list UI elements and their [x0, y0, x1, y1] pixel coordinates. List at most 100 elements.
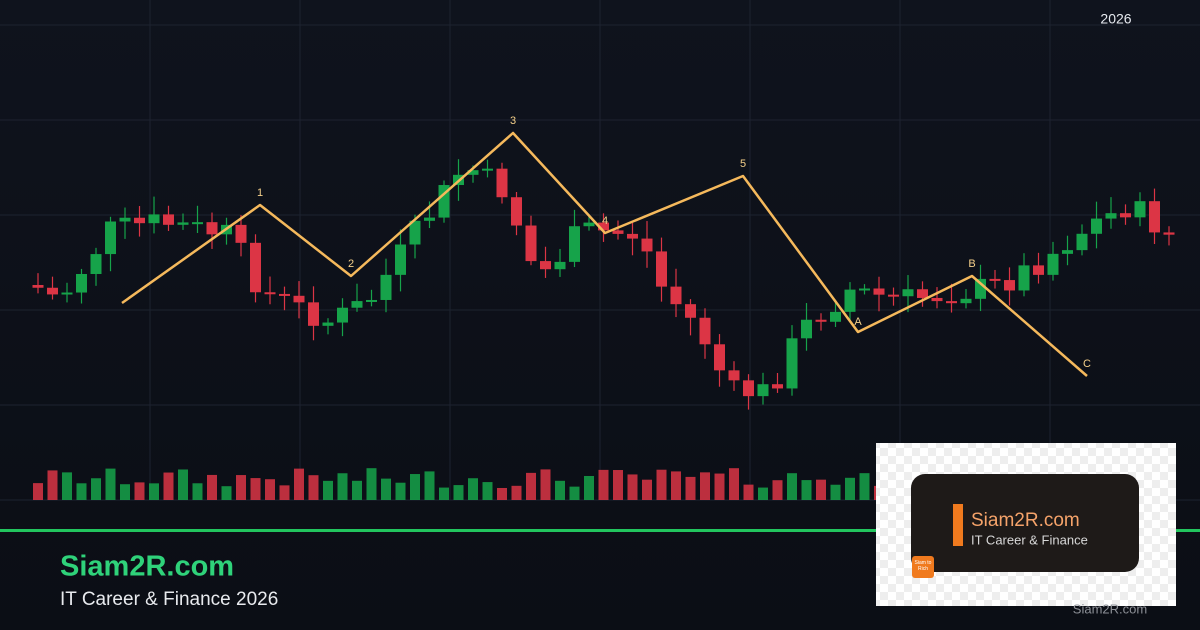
candle-body	[1149, 201, 1160, 233]
logo-bar	[953, 504, 963, 546]
volume-bar	[584, 475, 594, 500]
volume-bar	[91, 478, 101, 500]
candle-body	[1163, 232, 1175, 235]
volume-bar	[105, 468, 116, 500]
volume-bar	[671, 471, 681, 500]
candle-body	[1134, 201, 1146, 218]
candle-body	[975, 278, 986, 299]
candle-body	[1033, 265, 1044, 275]
volume-bar	[323, 480, 333, 500]
volume-bar	[714, 473, 725, 500]
candle-body	[946, 301, 957, 304]
volume-bar	[555, 480, 565, 500]
candle-body	[1004, 280, 1015, 291]
volume-bar	[265, 479, 275, 500]
candle-body	[743, 380, 754, 397]
candle-body	[714, 344, 725, 371]
logo-name: Siam2R.com	[971, 510, 1080, 531]
volume-bar	[569, 486, 580, 500]
candle-body	[424, 217, 435, 221]
candle-body	[264, 292, 276, 295]
candle-body	[438, 185, 450, 218]
wave-line	[121, 131, 1088, 377]
volume-bar	[134, 482, 145, 500]
volume-bar	[511, 485, 522, 500]
candle-body	[757, 384, 769, 397]
volume-bar	[526, 472, 536, 500]
candle-body	[395, 244, 406, 275]
wave-label: 5	[740, 158, 746, 170]
candle-body	[612, 230, 624, 234]
candle-body	[1076, 233, 1088, 251]
candle-body	[554, 261, 566, 270]
logo-tagline: IT Career & Finance	[971, 532, 1088, 547]
candle-body	[960, 298, 972, 304]
candle-body	[47, 287, 58, 295]
volume-bar	[352, 480, 362, 500]
volume-bar	[816, 479, 826, 500]
candle-body	[728, 370, 740, 381]
volume-bar	[47, 470, 58, 500]
candle-body	[670, 286, 682, 305]
candle-body	[540, 261, 551, 270]
candle-body	[815, 319, 827, 322]
candle-body	[627, 233, 638, 239]
candle-body	[322, 322, 334, 326]
candle-body	[76, 273, 87, 293]
candle-body	[830, 311, 841, 322]
candle-body	[105, 221, 116, 255]
volume-bar	[758, 487, 768, 500]
candle-body	[583, 222, 595, 227]
candle-body	[786, 338, 798, 389]
volume-bar	[149, 483, 159, 500]
candle-body	[569, 226, 580, 262]
logo-panel	[911, 474, 1139, 572]
candle-body	[801, 319, 812, 339]
candle-body	[235, 224, 247, 243]
candle-body	[337, 307, 348, 323]
volume-bar	[76, 483, 87, 500]
volume-bar	[250, 478, 261, 500]
volume-bar	[410, 474, 420, 500]
candle-body	[61, 292, 73, 295]
watermark: Siam2R.com	[1073, 601, 1147, 616]
volume-bar	[395, 482, 406, 500]
candle-body	[32, 285, 44, 288]
volume-bar	[729, 468, 739, 500]
brand-tagline: IT Career & Finance 2026	[60, 589, 278, 610]
volume-bar	[801, 480, 812, 500]
candle-body	[917, 289, 928, 298]
wave-label: C	[1083, 358, 1091, 370]
volume-bar	[424, 471, 435, 500]
grid	[0, 0, 1200, 501]
wave-labels: 1 2 3 4 5 A B C	[257, 115, 1091, 370]
candle-body	[772, 384, 783, 389]
brand-name: Siam2R.com	[60, 551, 234, 583]
candle-body	[685, 304, 696, 318]
candle-body	[902, 289, 914, 297]
candle-body	[351, 301, 363, 308]
volume-bar	[598, 469, 609, 500]
volume-bar	[540, 469, 551, 500]
volume-bar	[221, 486, 232, 500]
volume-bar	[279, 485, 290, 500]
wave-label: 4	[602, 215, 608, 227]
volume-bar	[627, 474, 638, 500]
candle-body	[656, 251, 667, 287]
candle-body	[163, 214, 174, 225]
candlesticks	[32, 159, 1175, 410]
candle-body	[1091, 218, 1102, 234]
candle-body	[409, 220, 421, 245]
candle-body	[482, 168, 493, 171]
volume-bar	[772, 480, 783, 500]
candle-body	[989, 278, 1001, 281]
volume-bar	[207, 474, 217, 500]
year-label: 2026	[1100, 11, 1131, 27]
candle-body	[279, 293, 290, 296]
wave-label: A	[854, 316, 862, 328]
volume-bar	[236, 475, 246, 500]
volume-bar	[439, 487, 449, 500]
candle-body	[467, 170, 479, 175]
wave-label: 1	[257, 187, 263, 199]
logo-card: Siam2R.com IT Career & Finance Siam to R…	[876, 443, 1176, 606]
